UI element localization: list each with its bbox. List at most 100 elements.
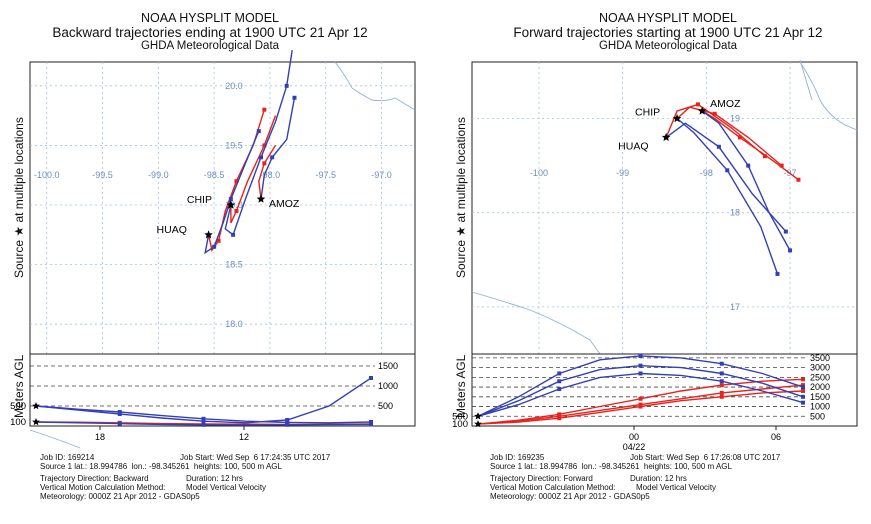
height-profile-marker (801, 394, 805, 399)
height-profile-marker (638, 363, 643, 368)
model-name: NOAA HYSPLIT MODEL (598, 11, 737, 25)
height-tick-label: 1000 (810, 402, 830, 412)
trajectory-marker (292, 95, 297, 100)
footer-vertical: Vertical Motion Calculation Method: (40, 483, 166, 492)
height-tick-label: 3000 (810, 363, 830, 373)
trajectory-marker (712, 111, 717, 116)
trajectory-marker (262, 161, 267, 166)
height-profile-marker (719, 371, 724, 376)
source-star-icon (672, 114, 682, 123)
height-profile-marker (638, 353, 643, 358)
longitude-tick-label: -97.5 (315, 170, 336, 180)
footer-direction: Trajectory Direction: Backward (40, 474, 149, 483)
footer-vertical-value: Model Vertical Velocity (636, 483, 717, 492)
latitude-tick-label: 19.5 (225, 140, 243, 150)
trajectory-marker (783, 229, 788, 234)
map-boundary-line (29, 429, 81, 449)
trajectory-marker (270, 155, 275, 160)
forward-header: NOAA HYSPLIT MODEL Forward trajectories … (478, 11, 858, 53)
trajectory-marker (259, 155, 263, 160)
footer-job-start: Job Start: Wed Sep 6 17:24:35 UTC 2017 (180, 453, 331, 462)
trajectory-marker (231, 232, 236, 237)
latitude-tick-label: 18.5 (225, 260, 243, 270)
start-height-star-icon (32, 402, 40, 410)
trajectory-line (224, 49, 293, 236)
trajectory-marker (212, 244, 217, 249)
trajectory-marker (216, 238, 221, 243)
longitude-tick-label: -98 (700, 168, 713, 178)
footer-job-id: Job ID: 169214 (40, 453, 95, 462)
trajectory-marker (262, 107, 267, 112)
chart-subtitle: GHDA Meteorological Data (140, 40, 280, 53)
height-profile-marker (801, 400, 805, 405)
height-profile-marker (801, 377, 805, 382)
height-profile-marker (801, 385, 805, 390)
start-height-label: 100 (10, 417, 26, 428)
trajectory-marker (716, 144, 721, 149)
height-frame (471, 353, 858, 427)
height-profile-marker (719, 390, 724, 395)
trajectory-marker (695, 102, 700, 107)
latitude-tick-label: 20.0 (225, 81, 243, 91)
backward-header: NOAA HYSPLIT MODEL Backward trajectories… (30, 11, 390, 53)
longitude-tick-label: -100.0 (34, 170, 60, 180)
source-label: HUAQ (618, 140, 648, 152)
footer-duration: Duration: 12 hrs (630, 474, 687, 483)
chart-title: Backward trajectories ending at 1900 UTC… (52, 24, 368, 40)
height-profile-marker (369, 420, 373, 424)
time-tick-label: 12 (239, 432, 249, 442)
height-tick-label: 1000 (378, 381, 398, 391)
height-profile-marker (638, 371, 643, 376)
longitude-tick-label: -99 (616, 168, 629, 178)
height-profile-marker (201, 422, 206, 427)
height-profile-marker (369, 422, 373, 427)
height-profile-marker (117, 410, 122, 414)
start-height-label: 500 (452, 411, 468, 422)
map-boundary-line (334, 61, 416, 111)
height-profile-marker (638, 396, 643, 401)
trajectory-marker (779, 163, 784, 168)
backward-chart: -100.0 -99.5 -99.0 -98.5 -98.0 -97.5 -97.0 18.0… (10, 49, 416, 449)
footer-meteorology: Meteorology: 0000Z 21 Apr 2012 - GDAS0p5 (490, 492, 650, 501)
chart-title: Forward trajectories starting at 1900 UT… (513, 24, 823, 40)
source-star-icon (256, 194, 266, 203)
start-height-label: 100 (452, 419, 468, 430)
footer-source: Source 1 lat.: 18.994786 lon.: -98.34526… (40, 462, 282, 471)
height-tick-label: 3500 (810, 353, 830, 363)
source-star-icon (697, 106, 707, 115)
source-label: CHIP (635, 107, 660, 119)
trajectory-marker (737, 135, 742, 140)
time-tick-label: 00 (629, 432, 639, 442)
start-height-star-icon (32, 418, 40, 426)
trajectory-line (258, 145, 277, 200)
trajectory-marker (256, 129, 261, 134)
latitude-tick-label: 18.0 (225, 319, 243, 329)
height-tick-label: 1500 (378, 361, 398, 371)
trajectory-marker (262, 143, 267, 148)
height-profile-marker (201, 419, 206, 424)
start-height-star-icon (474, 412, 482, 420)
source-label: HUAQ (157, 224, 187, 236)
footer-duration: Duration: 12 hrs (186, 474, 243, 483)
footer-vertical-value: Model Vertical Velocity (186, 483, 267, 492)
longitude-tick-label: -100 (530, 168, 548, 178)
footer-source: Source 1 lat.: 18.994786 lon.: -98.34526… (490, 462, 732, 471)
source-star-icon (226, 200, 236, 209)
map-boundary-line (471, 291, 601, 355)
latitude-tick-label: 19 (730, 114, 740, 124)
longitude-tick-label: -98.5 (204, 170, 225, 180)
start-height-star-icon (474, 420, 482, 428)
time-tick-label: 18 (95, 432, 105, 442)
height-tick-label: 2500 (810, 372, 830, 382)
chart-subtitle: GHDA Meteorological Data (598, 40, 738, 53)
longitude-tick-label: -97.0 (371, 170, 392, 180)
height-profile-marker (638, 404, 643, 409)
height-tick-label: 1500 (810, 392, 830, 402)
height-profile-marker (557, 387, 562, 392)
trajectory-marker (796, 177, 801, 182)
height-profile-line (477, 372, 804, 417)
height-profile-marker (285, 418, 290, 422)
longitude-tick-label: -99.5 (92, 170, 113, 180)
longitude-tick-label: -99.0 (148, 170, 169, 180)
